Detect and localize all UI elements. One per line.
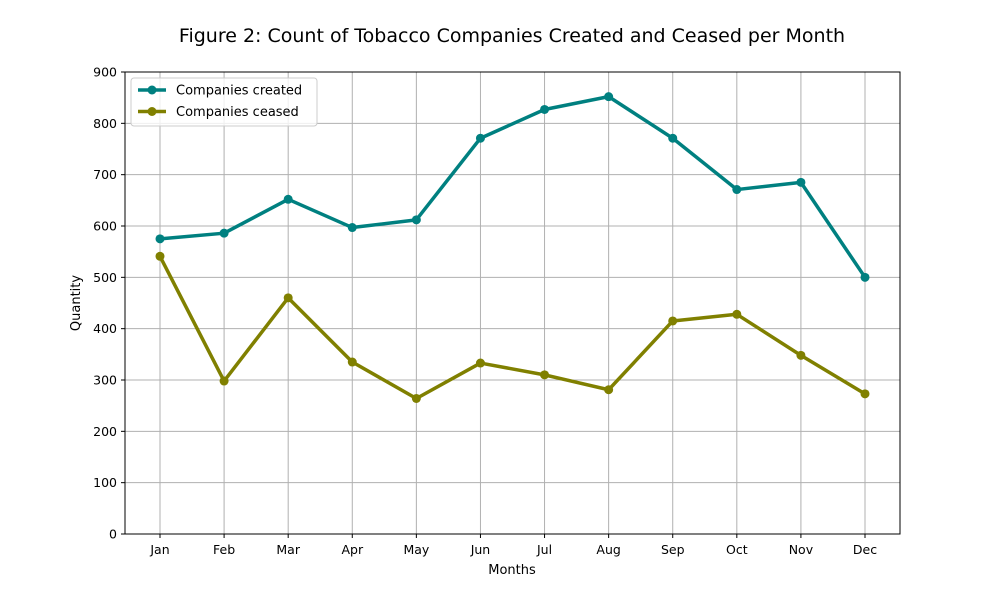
data-point [475, 133, 485, 143]
x-axis: Jan Feb Mar Apr May Jun Jul Aug Sep Oct Nov Dec [149, 534, 877, 557]
y-axis: 0 100 200 300 400 500 600 700 800 900 [93, 65, 125, 542]
y-tick-label: 800 [93, 116, 117, 131]
x-tick-label: Jan [149, 542, 169, 557]
x-axis-label: Months [488, 563, 536, 578]
x-tick-label: Oct [726, 542, 748, 557]
data-point [219, 228, 229, 238]
data-point [411, 215, 421, 225]
x-tick-label: Dec [853, 542, 877, 557]
x-tick-label: Nov [789, 542, 814, 557]
y-tick-label: 900 [93, 65, 117, 80]
y-tick-label: 100 [93, 475, 117, 490]
y-tick-label: 400 [93, 321, 117, 336]
x-tick-label: Apr [341, 542, 363, 557]
data-point [732, 309, 742, 319]
data-point [347, 357, 357, 367]
data-point [283, 293, 293, 303]
x-tick-label: May [403, 542, 429, 557]
data-point [283, 194, 293, 204]
data-point [540, 104, 550, 114]
y-tick-label: 700 [93, 167, 117, 182]
legend-entry: Companies ceased [138, 105, 299, 120]
data-point [796, 177, 806, 187]
data-point [860, 272, 870, 282]
x-tick-label: Jun [470, 542, 491, 557]
y-tick-label: 500 [93, 270, 117, 285]
data-point [155, 234, 165, 244]
data-point [604, 92, 614, 102]
data-point [668, 133, 678, 143]
chart-title: Figure 2: Count of Tobacco Companies Cre… [179, 25, 845, 47]
series-line [158, 94, 867, 280]
legend-label: Companies ceased [176, 105, 299, 120]
legend-marker [147, 107, 157, 116]
data-point [732, 185, 742, 195]
data-point [219, 376, 229, 386]
plot-frame [124, 71, 901, 535]
data-point [155, 251, 165, 261]
series-line [158, 254, 867, 401]
series [155, 92, 870, 403]
x-tick-label: Feb [213, 542, 235, 557]
x-tick-label: Sep [661, 542, 685, 557]
data-point [347, 223, 357, 233]
data-point [540, 370, 550, 380]
series-2 [155, 251, 870, 403]
series-1 [155, 92, 870, 282]
legend-entry: Companies created [138, 84, 302, 99]
data-point [796, 350, 806, 360]
legend-box [130, 77, 318, 127]
legend-label: Companies created [176, 84, 302, 99]
legend: Companies created Companies ceased [130, 77, 318, 127]
x-tick-label: Jul [536, 542, 552, 557]
legend-marker [147, 85, 157, 95]
y-tick-label: 0 [109, 527, 117, 542]
grid [125, 71, 900, 535]
data-point [668, 316, 678, 326]
y-tick-label: 600 [93, 219, 117, 234]
y-axis-label: Quantity [69, 275, 84, 331]
data-point [475, 358, 485, 368]
y-tick-label: 300 [93, 373, 117, 388]
y-tick-label: 200 [93, 424, 117, 439]
x-tick-label: Mar [276, 542, 300, 557]
data-point [411, 393, 421, 403]
data-point [860, 389, 870, 399]
data-point [604, 385, 614, 395]
x-tick-label: Aug [596, 542, 620, 557]
